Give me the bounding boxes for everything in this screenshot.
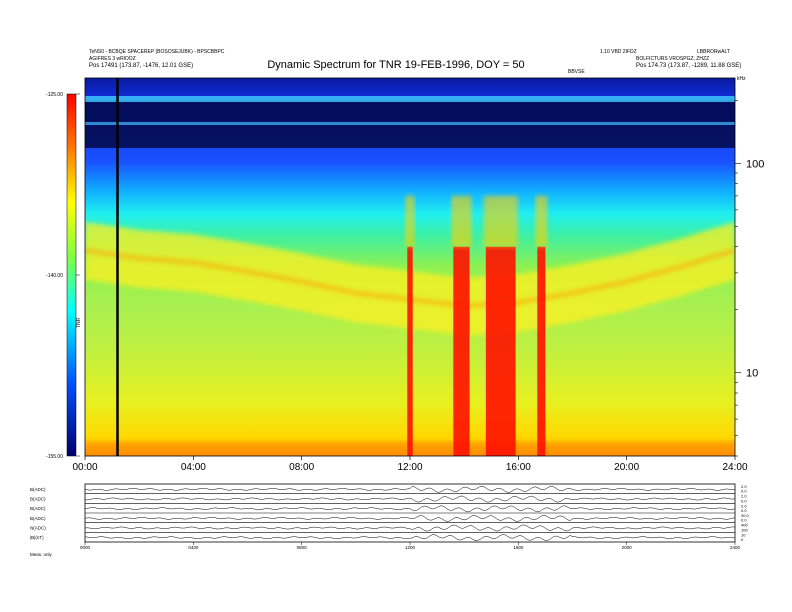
colorbar-tick-label: -155.00 [46, 454, 63, 460]
panel-x-tick-label: 0000 [80, 545, 91, 550]
panel-trace [85, 495, 736, 503]
spectrogram [85, 78, 735, 456]
panel-x-tick-label: 1200 [405, 545, 416, 550]
info-left-line-2: AGIFRES 3 wRlOOZ [89, 56, 136, 62]
colorbar-tick-label: -125.00 [46, 92, 63, 98]
corner-unit-mark: kHz [737, 76, 746, 82]
x-tick-label: 00:00 [72, 462, 97, 473]
radio-burst-halo [535, 195, 548, 247]
panel-label: B(ADC) [30, 516, 46, 521]
radio-burst [453, 246, 470, 456]
spectrogram-y-axis: 100 10 [735, 100, 764, 457]
radio-burst [537, 246, 546, 456]
panel-footer-label: Meas. only [30, 552, 53, 557]
panel-right-tick: 2.0 [741, 503, 747, 508]
radio-burst-halo [483, 195, 518, 247]
y-tick-label: 100 [746, 158, 764, 170]
colorbar-label: TNR [76, 317, 82, 328]
info-right-line-4: Pos 174.73 (173.87, -1289, 11.88 GSE) [636, 63, 742, 69]
panel-right-tick: 100 [741, 527, 748, 532]
panel-trace [84, 505, 736, 513]
chart-title: Dynamic Spectrum for TNR 19-FEB-1996, DO… [267, 59, 525, 71]
x-tick-label: 08:00 [289, 462, 314, 473]
info-left-line-3: Pos 17491 (173.87, -1476, 12.01 GSE) [89, 63, 194, 69]
info-left-line-1: TeNS0 - BCBQE SPACEREP (BOSOSEJUBK) - BP… [89, 49, 225, 55]
panel-right-tick: 2.0 [741, 484, 747, 489]
y-tick-label: 10 [746, 368, 758, 380]
panel-trace [84, 534, 736, 541]
panel-label: N(ADC) [30, 526, 46, 531]
panel-x-tick-label: 2400 [730, 545, 741, 550]
cyan-stripe [85, 122, 735, 125]
info-right-line-1: 1.10 VBD 2IFDZ [600, 49, 637, 55]
radio-burst [485, 246, 516, 456]
panel-x-tick-label: 2000 [622, 545, 633, 550]
panel-x-tick-label: 0400 [188, 545, 199, 550]
panel-label: |B|(nT) [30, 535, 44, 540]
info-right-line-2: LBBRORwALT [697, 49, 730, 55]
x-tick-label: 16:00 [506, 462, 531, 473]
x-tick-label: 04:00 [181, 462, 206, 473]
panel-right-tick: 400 [741, 523, 748, 528]
panel-trace [84, 515, 736, 522]
x-tick-label: 24:00 [722, 462, 747, 473]
panel-label: B(ADC) [30, 506, 46, 511]
parameter-panels: B(ADC)2.00.0B(ADC)2.00.0B(ADC)2.00.0B(AD… [30, 483, 750, 557]
panel-label: B(ADC) [30, 487, 46, 492]
x-tick-label: 20:00 [614, 462, 639, 473]
info-right-line-3: BOLFICTURS VROSPGZ, ZHZZ [636, 56, 710, 62]
spectrogram-x-axis: 00:00 04:00 08:00 12:00 16:00 20:00 24:00 [72, 456, 748, 473]
panel-right-tick: 0.0 [741, 508, 747, 513]
panel-x-tick-label: 0800 [297, 545, 308, 550]
panel-trace [84, 524, 736, 532]
panel-right-tick: 0.0 [741, 498, 747, 503]
cyan-stripe [85, 96, 735, 102]
colorbar [66, 93, 77, 457]
radio-burst-halo [405, 195, 415, 247]
info-center-label: BBVSE [568, 69, 585, 75]
colorbar-tick-label: -140.00 [46, 273, 63, 279]
panel-right-tick: 0.0 [741, 518, 747, 523]
panel-trace [84, 485, 736, 493]
radio-burst-halo [451, 195, 472, 247]
panel-right-tick: 10 [741, 532, 746, 537]
panel-right-tick: 0 [741, 537, 744, 542]
colorbar-ticks: -125.00 -140.00 -155.00 [46, 92, 80, 460]
panel-x-tick-label: 1600 [513, 545, 524, 550]
radio-burst [407, 246, 413, 456]
x-tick-label: 12:00 [397, 462, 422, 473]
panel-right-tick: 2.0 [741, 494, 747, 499]
panel-right-tick: 0.0 [741, 489, 747, 494]
panel-label: B(ADC) [30, 497, 46, 502]
panel-right-tick: 30.0 [741, 513, 750, 518]
